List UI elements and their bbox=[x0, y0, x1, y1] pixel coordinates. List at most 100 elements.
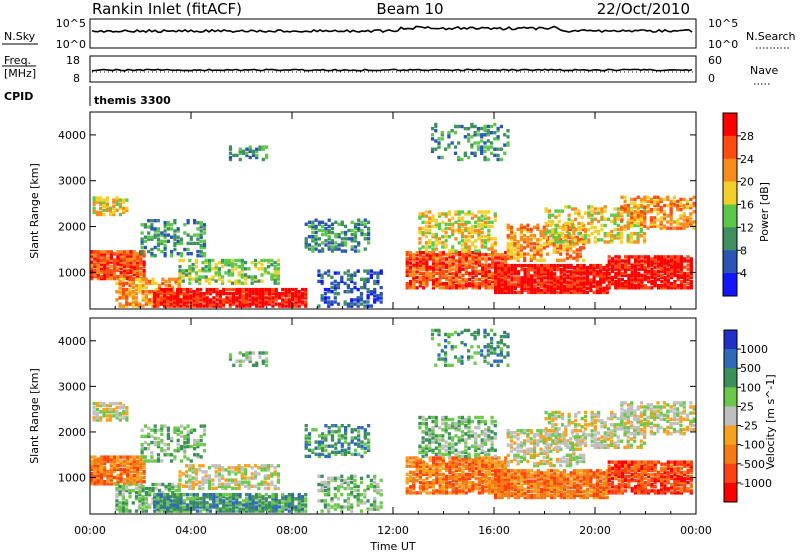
power-cell bbox=[194, 271, 198, 275]
vel-cell bbox=[119, 475, 123, 480]
vel-cell bbox=[264, 503, 268, 507]
power-cell bbox=[610, 236, 614, 240]
power-cell bbox=[471, 284, 475, 288]
vel-cell bbox=[172, 505, 176, 509]
power-cell bbox=[617, 261, 621, 265]
vel-cell bbox=[373, 499, 377, 503]
vel-cell bbox=[291, 505, 295, 509]
power-cell bbox=[467, 126, 471, 131]
power-cell bbox=[254, 292, 259, 296]
power-cell bbox=[113, 272, 117, 277]
power-cell bbox=[350, 239, 354, 243]
power-cell bbox=[454, 237, 458, 241]
power-cell bbox=[422, 277, 426, 282]
power-cell bbox=[491, 279, 495, 284]
vel-cell bbox=[176, 499, 180, 503]
power-cell bbox=[202, 239, 207, 243]
vel-cell bbox=[102, 403, 106, 408]
power-cell bbox=[640, 255, 644, 259]
power-cell bbox=[620, 218, 624, 222]
vel-cell bbox=[350, 452, 354, 457]
power-cell bbox=[225, 292, 229, 296]
vel-cell bbox=[99, 457, 103, 461]
vel-cell bbox=[196, 455, 200, 459]
power-cell bbox=[418, 230, 422, 235]
power-cell bbox=[636, 238, 640, 242]
power-cell bbox=[437, 226, 442, 231]
power-cell bbox=[470, 243, 474, 247]
vel-cell bbox=[103, 461, 107, 465]
power-cell bbox=[569, 282, 573, 286]
power-cell bbox=[367, 226, 371, 231]
power-cell bbox=[597, 230, 601, 234]
freq-panel-frame bbox=[89, 55, 697, 83]
power-cell bbox=[578, 252, 582, 256]
vel-cell bbox=[126, 467, 130, 472]
power-cell bbox=[434, 139, 438, 143]
vel-cell bbox=[346, 505, 350, 509]
power-cell bbox=[590, 225, 594, 230]
vel-cell bbox=[109, 459, 113, 463]
power-cell bbox=[105, 202, 109, 206]
power-cell bbox=[300, 296, 304, 300]
power-cell bbox=[474, 228, 478, 233]
power-cell bbox=[578, 254, 582, 258]
vel-cell bbox=[153, 424, 157, 428]
power-cell bbox=[418, 228, 422, 233]
power-cell bbox=[504, 255, 508, 259]
power-cell bbox=[224, 263, 228, 267]
power-cell bbox=[248, 287, 252, 292]
vel-cell bbox=[108, 418, 113, 422]
power-cell bbox=[360, 222, 364, 226]
power-cell bbox=[559, 270, 563, 274]
power-cell bbox=[682, 205, 686, 210]
power-cell bbox=[141, 277, 145, 281]
power-cell bbox=[477, 277, 481, 282]
power-cell bbox=[593, 236, 597, 240]
power-cell bbox=[506, 246, 510, 250]
power-cell bbox=[287, 304, 291, 308]
power-cell bbox=[471, 257, 475, 261]
power-cell bbox=[415, 261, 419, 265]
vel-cell bbox=[307, 434, 312, 438]
power-cell bbox=[546, 276, 550, 280]
vel-cell bbox=[202, 497, 206, 501]
power-cell bbox=[503, 268, 507, 272]
power-cell bbox=[147, 235, 151, 239]
power-cell bbox=[457, 218, 461, 222]
vel-cell bbox=[144, 493, 148, 497]
power-cell bbox=[207, 281, 212, 285]
vel-cell bbox=[156, 444, 161, 449]
power-cell bbox=[126, 250, 130, 254]
power-cell bbox=[194, 258, 198, 263]
power-cell bbox=[254, 294, 259, 298]
power-cell bbox=[647, 277, 651, 282]
vel-cell bbox=[108, 410, 113, 414]
vel-cell bbox=[247, 484, 251, 488]
power-cell bbox=[141, 304, 145, 308]
vel-cell bbox=[121, 486, 125, 491]
power-cell bbox=[520, 263, 524, 268]
power-cell bbox=[327, 237, 331, 241]
power-cell bbox=[592, 284, 596, 288]
power-colorbar-segment bbox=[723, 158, 737, 183]
power-cell bbox=[630, 273, 634, 278]
vel-cell bbox=[92, 418, 96, 422]
power-cell bbox=[503, 272, 507, 276]
power-cell bbox=[435, 267, 439, 271]
power-cell bbox=[447, 143, 451, 147]
power-cell bbox=[554, 240, 558, 244]
vel-cell bbox=[333, 476, 337, 480]
power-cell bbox=[373, 294, 377, 298]
power-cell bbox=[597, 207, 601, 211]
power-cell bbox=[95, 200, 99, 204]
power-cell bbox=[643, 216, 647, 220]
power-cell bbox=[109, 264, 113, 268]
power-cell bbox=[461, 261, 465, 265]
vel-cell bbox=[132, 473, 136, 478]
vel-cell bbox=[323, 482, 327, 487]
power-cell bbox=[603, 234, 607, 238]
power-cell bbox=[633, 269, 638, 273]
power-cell bbox=[166, 287, 170, 292]
power-cell bbox=[222, 290, 226, 294]
